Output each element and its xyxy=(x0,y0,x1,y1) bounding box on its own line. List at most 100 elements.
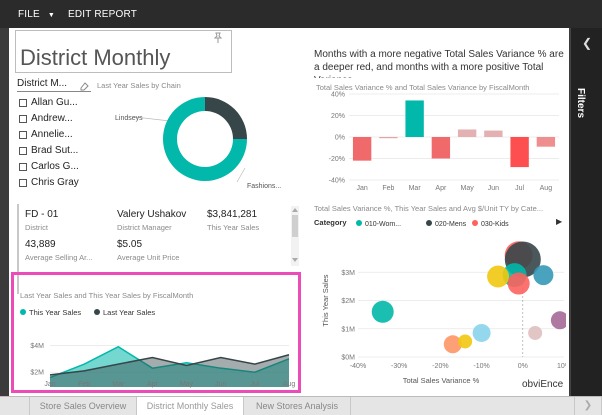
donut-label-fashions: Fashions... xyxy=(247,183,281,190)
bar-y-tick: -20% xyxy=(329,156,345,163)
variance-bar[interactable] xyxy=(510,137,529,168)
slicer-item-label: Brad Sut... xyxy=(31,145,79,156)
slicer-checkbox[interactable] xyxy=(19,179,27,187)
slicer-checkbox[interactable] xyxy=(19,147,27,155)
variance-bar-chart: Total Sales Variance % and Total Sales V… xyxy=(314,80,566,192)
report-title: District Monthly xyxy=(20,45,171,70)
area-chart-title: Last Year Sales and This Year Sales by F… xyxy=(20,291,194,300)
variance-bar[interactable] xyxy=(431,137,451,159)
bar-x-tick: Jan xyxy=(356,185,367,192)
donut-slice[interactable] xyxy=(163,97,247,181)
pin-icon[interactable] xyxy=(212,31,224,49)
donut-svg: Lindseys Fashions... xyxy=(115,97,281,190)
variance-bar-svg: 40% 20% 0% -20% -40% Jan Feb Mar Apr May Jun Jul Aug xyxy=(329,92,559,192)
scatter-bubble[interactable] xyxy=(533,265,554,286)
donut-label-lindseys: Lindseys xyxy=(115,115,143,122)
slicer-item[interactable]: Carlos G... xyxy=(17,161,93,175)
scatter-bubble[interactable] xyxy=(550,311,566,330)
donut-leader-line-lindseys xyxy=(134,116,171,122)
manager-label: District Manager xyxy=(117,223,172,232)
variance-bar[interactable] xyxy=(484,130,503,137)
bar-x-tick: Jun xyxy=(488,185,499,192)
page-tab[interactable]: District Monthly Sales xyxy=(137,397,244,415)
variance-bar[interactable] xyxy=(379,137,398,139)
slicer-item[interactable]: Brad Sut... xyxy=(17,145,93,159)
card-scrollbar[interactable] xyxy=(291,206,299,266)
filters-pane[interactable]: ❮ Filters xyxy=(570,28,602,396)
tab-nav-left[interactable] xyxy=(0,397,30,415)
slicer-item[interactable]: Allan Gu... xyxy=(17,97,93,111)
file-menu-label[interactable]: FILE xyxy=(18,9,40,20)
scatter-legend-marker xyxy=(356,220,362,226)
tab-nav-right-icon[interactable]: ❯ xyxy=(574,397,602,415)
scatter-y-tick: $1M xyxy=(341,326,355,333)
bar-y-tick: 0% xyxy=(335,135,345,142)
scatter-bubble[interactable] xyxy=(371,300,394,323)
page-tab[interactable]: New Stores Analysis xyxy=(244,397,351,415)
scatter-bubble[interactable] xyxy=(472,323,491,342)
scatter-chart-title: Total Sales Variance %, This Year Sales … xyxy=(314,204,544,213)
slicer-item-label: Carlos G... xyxy=(31,161,79,172)
variance-bar[interactable] xyxy=(536,137,556,147)
area-series-line[interactable] xyxy=(49,345,290,379)
scatter-x-tick: -10% xyxy=(473,363,489,370)
slicer-item[interactable]: Andrew... xyxy=(17,113,93,127)
variance-bar[interactable] xyxy=(457,129,477,137)
area-y-tick: $4M xyxy=(30,343,44,350)
variance-bar[interactable] xyxy=(405,100,424,137)
scroll-up-arrow-icon[interactable] xyxy=(292,208,298,212)
area-series-fill[interactable] xyxy=(50,354,289,387)
scatter-svg: 010-Wom... 020-Mens 030-Kids $3M $2M $1M $0M-4… xyxy=(321,220,566,385)
slicer-checkbox[interactable] xyxy=(19,115,27,123)
scroll-thumb[interactable] xyxy=(292,215,298,237)
slicer-item[interactable]: Annelie... xyxy=(17,129,93,143)
district-manager-slicer: District M... Allan Gu... Andrew... Anneli… xyxy=(17,78,95,194)
area-x-tick: Aug xyxy=(283,381,296,388)
scatter-bubble[interactable] xyxy=(487,265,510,288)
slicer-checkbox[interactable] xyxy=(19,131,27,139)
donut-slice[interactable] xyxy=(205,97,247,139)
scatter-bubble[interactable] xyxy=(507,272,530,295)
chevron-left-icon[interactable]: ❮ xyxy=(582,36,593,50)
avg-selling-value: 43,889 xyxy=(25,239,56,250)
scatter-legend-label: 030-Kids xyxy=(481,221,509,228)
play-right-icon[interactable]: ▶ xyxy=(556,217,563,226)
scatter-x-tick: 0% xyxy=(518,363,528,370)
scatter-bubble[interactable] xyxy=(528,325,543,340)
bar-x-tick: Mar xyxy=(409,185,422,192)
bar-y-tick: -40% xyxy=(329,178,345,185)
area-x-tick: Jun xyxy=(215,381,226,388)
area-legend-marker xyxy=(94,309,100,315)
scatter-x-tick: 10% xyxy=(557,363,566,370)
district-value: FD - 01 xyxy=(25,209,59,220)
report-title-box[interactable]: District Monthly xyxy=(15,30,232,73)
slicer-checkbox[interactable] xyxy=(19,99,27,107)
eraser-icon[interactable] xyxy=(79,78,89,96)
donut-title: Last Year Sales by Chain xyxy=(97,81,181,90)
area-series-fill[interactable] xyxy=(50,346,289,387)
bar-y-tick: 20% xyxy=(331,113,345,120)
scatter-y-tick: $0M xyxy=(341,355,355,362)
edit-report-button[interactable]: EDIT REPORT xyxy=(68,9,138,20)
scatter-x-tick: -40% xyxy=(350,363,366,370)
scroll-down-arrow-icon[interactable] xyxy=(292,258,298,262)
filters-label: Filters xyxy=(575,88,586,119)
slicer-checkbox[interactable] xyxy=(19,163,27,171)
page-tab[interactable]: Store Sales Overview xyxy=(30,397,137,415)
sales-area-chart: Last Year Sales and This Year Sales by F… xyxy=(11,272,301,393)
slicer-item[interactable]: Chris Gray xyxy=(17,177,93,191)
variance-heading: Months with a more negative Total Sales … xyxy=(314,48,564,78)
bar-x-tick: Jul xyxy=(515,185,524,192)
slicer-item-label: Andrew... xyxy=(31,113,73,124)
donut-chart: Last Year Sales by Chain Lindseys Fashio… xyxy=(95,78,295,193)
variance-bar[interactable] xyxy=(352,137,372,161)
scatter-bubble[interactable] xyxy=(443,335,462,354)
chevron-down-icon[interactable]: ▼ xyxy=(47,12,56,19)
area-series-line[interactable] xyxy=(49,354,290,376)
area-x-tick: May xyxy=(180,381,194,388)
area-x-tick: Apr xyxy=(147,381,159,388)
scatter-bubble[interactable] xyxy=(458,334,473,349)
avg-selling-label: Average Selling Ar... xyxy=(25,253,93,262)
file-menu[interactable]: FILE ▼ xyxy=(18,9,55,20)
